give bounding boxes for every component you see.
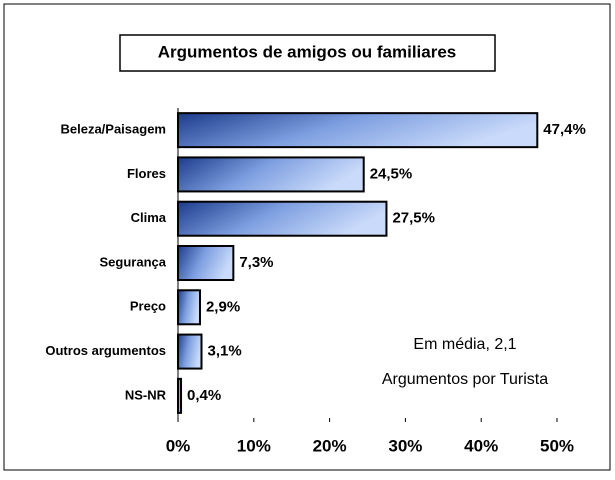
value-label: 24,5% [370,165,413,182]
value-label: 7,3% [239,254,273,271]
value-label: 2,9% [206,298,240,315]
y-tick-label: NS-NR [125,387,167,402]
bar [178,202,386,236]
bar [178,335,201,369]
chart: Argumentos de amigos ou familiares Em mé… [0,0,615,475]
bar [178,379,181,413]
value-label: 47,4% [543,121,586,138]
annotation: Argumentos por Turista [382,371,548,388]
y-tick-label: Segurança [100,254,167,269]
bar [178,113,537,147]
frame [4,4,610,470]
bar [178,290,200,324]
y-tick-label: Beleza/Paisagem [60,122,166,137]
bar [178,246,233,280]
value-label: 27,5% [392,210,435,227]
x-tick-label: 50% [540,436,574,455]
chart-title: Argumentos de amigos ou familiares [158,42,457,61]
x-tick-label: 40% [464,436,498,455]
value-label: 0,4% [187,387,221,404]
x-tick-label: 20% [313,436,347,455]
annotation: Em média, 2,1 [413,336,516,353]
y-tick-label: Flores [127,166,166,181]
y-tick-label: Outros argumentos [45,343,166,358]
y-tick-label: Clima [131,210,167,225]
x-tick-label: 10% [237,436,271,455]
bar [178,157,364,191]
x-tick-label: 0% [166,436,191,455]
x-tick-label: 30% [388,436,422,455]
y-tick-label: Preço [130,299,166,314]
value-label: 3,1% [207,343,241,360]
